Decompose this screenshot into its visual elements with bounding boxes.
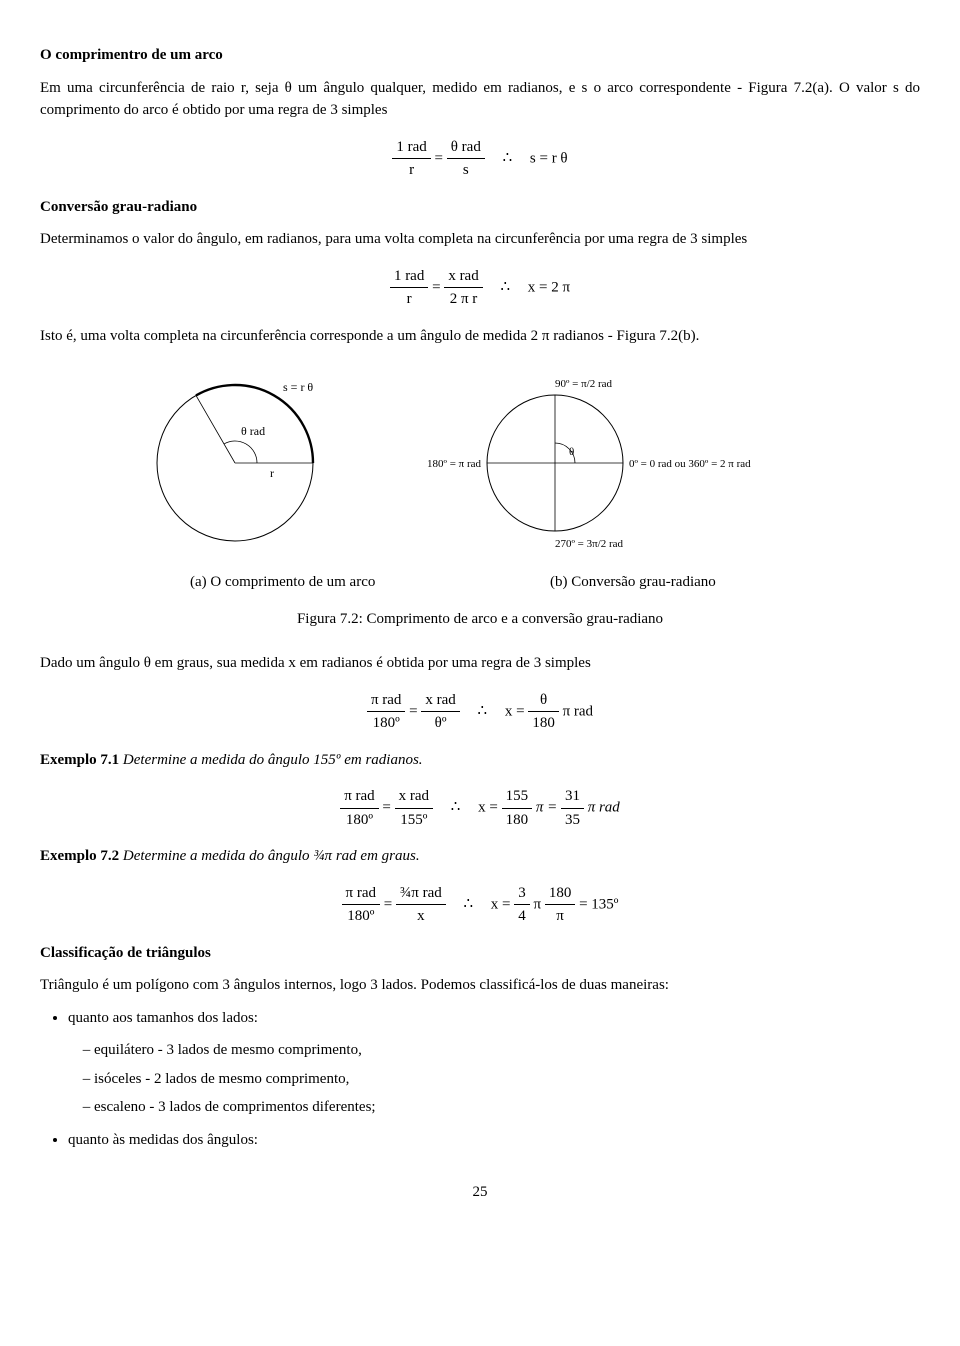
equation-grad: π rad180º = x radθº ∴ x = θ180 π rad [40,689,920,735]
caption-a: (a) O comprimento de um arco [190,571,410,594]
section-tri-title: Classificação de triângulos [40,942,920,965]
eq2-rhs-num: x rad [444,265,482,289]
eq1-therefore: ∴ [503,150,513,166]
eq2-rhs-den: 2 π r [444,288,482,311]
ex71-rhs-num: x rad [395,785,433,809]
ex71-lhs-den: 180º [340,809,378,832]
list-item: equilátero - 3 lados de mesmo compriment… [94,1039,920,1062]
ex72-f1-num: 3 [514,882,530,906]
ex71-f1-den: 180 [502,809,533,832]
ex72-pre: x = [491,896,511,912]
ex71-f2-den: 35 [561,809,584,832]
ex72-f1-den: 4 [514,905,530,928]
svg-text:90º = π/2 rad: 90º = π/2 rad [555,378,613,390]
figure-a: s = r θ θ rad r [135,363,355,563]
list-item: quanto aos tamanhos dos lados: equiláter… [68,1007,920,1119]
section-conv-after: Isto é, uma volta completa na circunferê… [40,325,920,348]
figure-b: θ 90º = π/2 rad 180º = π rad 0º = 0 rad ou … [395,363,825,563]
grad-para: Dado um ângulo θ em graus, sua medida x … [40,652,920,675]
eq3-lhs-num: π rad [367,689,405,713]
triangle-list: quanto aos tamanhos dos lados: equiláter… [68,1007,920,1152]
bullet-sides: quanto aos tamanhos dos lados: [68,1010,258,1026]
ex72-eq: = [384,896,392,912]
svg-text:r: r [270,466,274,480]
section-arc-title: O comprimentro de um arco [40,44,920,67]
eq1-eq: = [435,150,443,166]
eq2-eq: = [432,279,440,295]
ex71-f1-num: 155 [502,785,533,809]
figure-main-caption: Figura 7.2: Comprimento de arco e a conv… [40,608,920,631]
svg-text:180º = π rad: 180º = π rad [427,458,481,470]
svg-text:270º = 3π/2 rad: 270º = 3π/2 rad [555,538,624,550]
svg-text:0º = 0 rad ou 360º = 2 π rad: 0º = 0 rad ou 360º = 2 π rad [629,458,751,470]
ex71-mid: π = [536,799,557,815]
eq2-therefore: ∴ [500,279,510,295]
list-item: quanto às medidas dos ângulos: [68,1129,920,1152]
ex71-pre: x = [478,799,498,815]
eq3-result-prefix: x = [505,703,525,719]
ex72-f2-den: π [545,905,576,928]
section-conv-title: Conversão grau-radiano [40,196,920,219]
page-number: 25 [40,1181,920,1204]
equation-arc: 1 radr = θ rads ∴ s = r θ [40,136,920,182]
figure-b-svg: θ 90º = π/2 rad 180º = π rad 0º = 0 rad ou … [395,363,825,563]
eq2-lhs-den: r [390,288,428,311]
list-item: isóceles - 2 lados de mesmo comprimento, [94,1068,920,1091]
svg-text:θ rad: θ rad [241,424,265,438]
eq1-result: s = r θ [530,150,568,166]
example-72-label: Exemplo 7.2 [40,848,119,864]
example-71-text: Determine a medida do ângulo 155º em rad… [123,752,423,768]
ex71-rhs-den: 155º [395,809,433,832]
eq2-result: x = 2 π [528,279,570,295]
ex72-therefore: ∴ [463,896,473,912]
ex72-lhs-den: 180º [342,905,380,928]
eq3-result-den: 180 [528,712,559,735]
ex72-lhs-num: π rad [342,882,380,906]
eq3-result-num: θ [528,689,559,713]
figure-a-svg: s = r θ θ rad r [135,363,355,563]
equation-ex72: π rad180º = ¾π radx ∴ x = 34 π 180π = 13… [40,882,920,928]
eq3-rhs-den: θº [421,712,459,735]
ex72-rhs-num: ¾π rad [396,882,446,906]
caption-b: (b) Conversão grau-radiano [550,571,770,594]
section-arc-intro: Em uma circunferência de raio r, seja θ … [40,77,920,122]
ex72-mid1: π [534,896,545,912]
svg-text:θ: θ [569,446,574,458]
section-conv-intro: Determinamos o valor do ângulo, em radia… [40,228,920,251]
section-tri-intro: Triângulo é um polígono com 3 ângulos in… [40,974,920,997]
eq1-lhs-num: 1 rad [392,136,430,160]
ex72-rhs-den: x [396,905,446,928]
ex71-therefore: ∴ [451,799,461,815]
example-71-label: Exemplo 7.1 [40,752,119,768]
ex72-suf: = 135º [579,896,618,912]
eq3-rhs-num: x rad [421,689,459,713]
example-71: Exemplo 7.1 Determine a medida do ângulo… [40,749,920,772]
svg-text:s = r θ: s = r θ [283,380,313,394]
ex71-eq: = [382,799,390,815]
eq1-lhs-den: r [392,159,430,182]
ex72-f2-num: 180 [545,882,576,906]
ex71-lhs-num: π rad [340,785,378,809]
ex71-suf: π rad [588,799,620,815]
caption-row: (a) O comprimento de um arco (b) Convers… [40,571,920,594]
eq1-rhs-den: s [447,159,485,182]
example-72-text: Determine a medida do ângulo ¾π rad em g… [123,848,420,864]
figure-row: s = r θ θ rad r θ 90º = π/2 rad 180º = π rad… [40,363,920,563]
eq1-rhs-num: θ rad [447,136,485,160]
eq2-lhs-num: 1 rad [390,265,428,289]
eq3-eq: = [409,703,417,719]
list-item: escaleno - 3 lados de comprimentos difer… [94,1096,920,1119]
ex71-f2-num: 31 [561,785,584,809]
equation-ex71: π rad180º = x rad155º ∴ x = 155180 π = 3… [40,785,920,831]
equation-conv: 1 radr = x rad2 π r ∴ x = 2 π [40,265,920,311]
eq3-lhs-den: 180º [367,712,405,735]
eq3-therefore: ∴ [478,703,488,719]
example-72: Exemplo 7.2 Determine a medida do ângulo… [40,845,920,868]
eq3-result-suffix: π rad [563,703,593,719]
sublist-sides: equilátero - 3 lados de mesmo compriment… [94,1039,920,1119]
